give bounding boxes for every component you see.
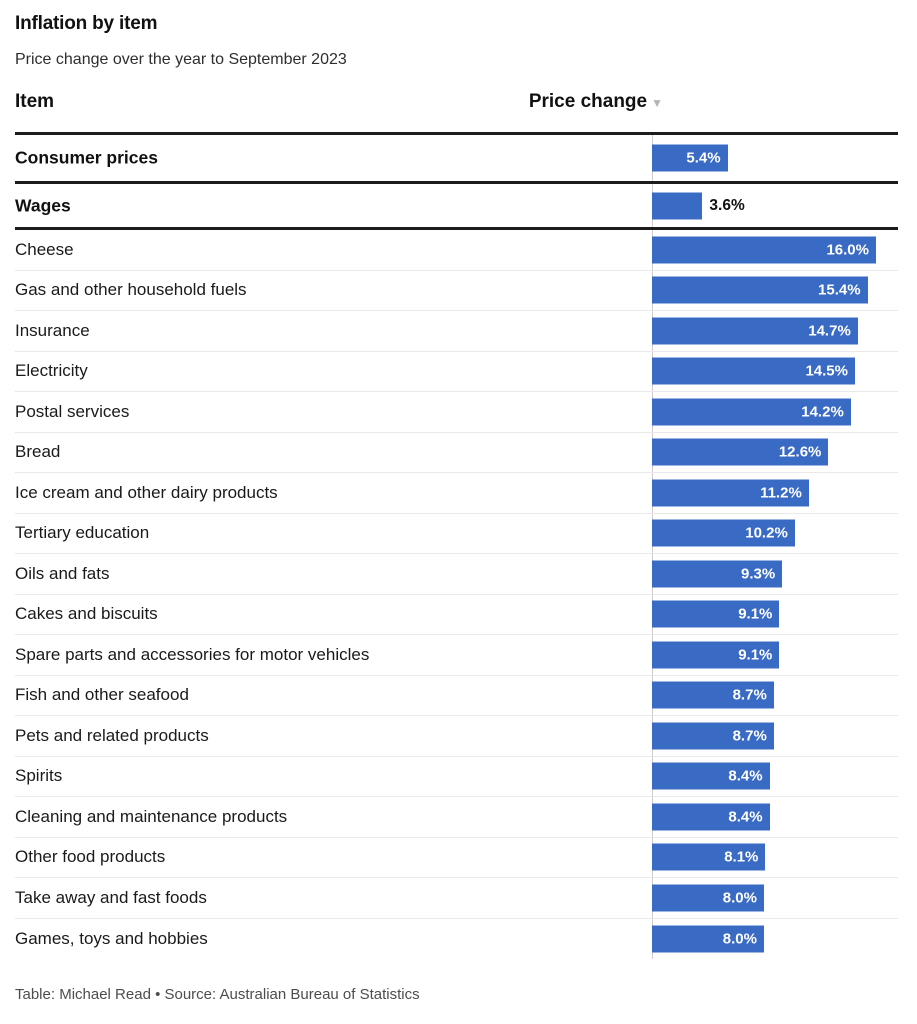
table-header-row: Item Price change ▼ xyxy=(15,91,898,117)
row-label: Insurance xyxy=(15,320,90,340)
value-label: 8.0% xyxy=(722,930,757,948)
value-bar: 8.0% xyxy=(652,925,764,953)
value-bar: 8.4% xyxy=(652,803,770,831)
value-label: 5.4% xyxy=(686,149,721,167)
value-bar: 8.4% xyxy=(652,762,770,790)
value-label: 14.7% xyxy=(808,322,851,340)
value-label: 8.1% xyxy=(724,848,759,866)
row-label: Other food products xyxy=(15,847,166,867)
value-label: 8.4% xyxy=(728,767,763,785)
row-label: Spirits xyxy=(15,766,63,786)
table-row: Pets and related products 8.7% xyxy=(15,716,898,757)
value-label: 15.4% xyxy=(818,281,861,299)
bar-baseline-axis xyxy=(652,135,653,959)
chart-subtitle: Price change over the year to September … xyxy=(15,51,347,68)
value-label: 8.7% xyxy=(732,686,767,704)
table-body: Consumer prices 5.4% Wages 3.6% Cheese 16.0% G… xyxy=(15,132,898,959)
value-label: 14.2% xyxy=(801,403,844,421)
row-label: Tertiary education xyxy=(15,523,150,543)
value-bar: 8.7% xyxy=(652,681,774,709)
value-bar: 12.6% xyxy=(652,438,829,466)
value-bar: 14.7% xyxy=(652,317,858,345)
value-bar: 14.2% xyxy=(652,398,851,426)
row-label: Wages xyxy=(15,195,71,215)
value-bar: 11.2% xyxy=(652,479,809,507)
row-label: Gas and other household fuels xyxy=(15,280,247,300)
value-bar: 9.1% xyxy=(652,641,780,669)
table-row: Fish and other seafood 8.7% xyxy=(15,676,898,716)
column-header-price-change-label: Price change xyxy=(528,91,648,112)
value-label: 8.4% xyxy=(728,808,763,826)
row-label: Electricity xyxy=(15,361,88,381)
table-row: Cleaning and maintenance products 8.4% xyxy=(15,797,898,838)
value-bar: 15.4% xyxy=(652,276,868,304)
value-bar: 9.1% xyxy=(652,600,780,628)
value-bar: 9.3% xyxy=(652,560,783,588)
value-bar: 10.2% xyxy=(652,519,795,547)
value-label: 9.1% xyxy=(738,605,773,623)
row-label: Cleaning and maintenance products xyxy=(15,806,288,826)
row-label: Fish and other seafood xyxy=(15,685,189,705)
value-label: 16.0% xyxy=(826,241,869,259)
row-label: Cheese xyxy=(15,239,74,259)
table-row: Spirits 8.4% xyxy=(15,757,898,797)
value-label: 14.5% xyxy=(805,362,848,380)
table-row: Oils and fats 9.3% xyxy=(15,554,898,595)
value-bar: 8.1% xyxy=(652,843,766,871)
table-row: Insurance 14.7% xyxy=(15,311,898,352)
column-header-price-change[interactable]: Price change ▼ xyxy=(529,91,663,113)
chart-title: Inflation by item xyxy=(15,13,158,34)
row-label: Ice cream and other dairy products xyxy=(15,482,278,502)
table-row: Wages 3.6% xyxy=(15,184,898,230)
row-label: Bread xyxy=(15,442,61,462)
row-label: Consumer prices xyxy=(15,147,158,168)
table-row: Tertiary education 10.2% xyxy=(15,514,898,554)
table-row: Cheese 16.0% xyxy=(15,230,898,271)
table-credit: Table: Michael Read • Source: Australian… xyxy=(15,986,420,1003)
row-label: Postal services xyxy=(15,401,130,421)
value-label: 11.2% xyxy=(760,484,802,502)
value-label: 9.3% xyxy=(740,565,776,583)
value-bar xyxy=(652,192,703,219)
value-bar: 5.4% xyxy=(652,144,728,172)
value-bar: 8.0% xyxy=(652,884,764,912)
value-label: 8.0% xyxy=(722,889,757,907)
table-row: Consumer prices 5.4% xyxy=(15,135,898,184)
row-label: Pets and related products xyxy=(15,725,209,745)
table-row: Bread 12.6% xyxy=(15,433,898,473)
column-header-item[interactable]: Item xyxy=(15,91,55,112)
row-label: Oils and fats xyxy=(15,563,110,583)
table-row: Postal services 14.2% xyxy=(15,392,898,433)
row-label: Spare parts and accessories for motor ve… xyxy=(15,644,370,664)
value-bar: 16.0% xyxy=(652,236,876,264)
row-label: Cakes and biscuits xyxy=(15,604,158,624)
table-row: Take away and fast foods 8.0% xyxy=(15,878,898,919)
table-row: Other food products 8.1% xyxy=(15,838,898,878)
value-bar: 8.7% xyxy=(652,722,774,750)
value-label: 9.1% xyxy=(738,646,773,664)
value-label: 12.6% xyxy=(778,443,822,461)
table-row: Ice cream and other dairy products 11.2% xyxy=(15,473,898,514)
table-row: Spare parts and accessories for motor ve… xyxy=(15,635,898,676)
sort-descending-icon: ▼ xyxy=(651,96,663,110)
row-label: Games, toys and hobbies xyxy=(15,928,208,948)
table-row: Cakes and biscuits 9.1% xyxy=(15,595,898,635)
value-label: 3.6% xyxy=(709,196,745,214)
value-label: 10.2% xyxy=(745,524,788,542)
value-bar: 14.5% xyxy=(652,357,855,385)
table-row: Games, toys and hobbies 8.0% xyxy=(15,919,898,960)
row-label: Take away and fast foods xyxy=(15,887,207,907)
table-row: Gas and other household fuels 15.4% xyxy=(15,271,898,311)
table-row: Electricity 14.5% xyxy=(15,352,898,392)
value-label: 8.7% xyxy=(732,727,767,745)
